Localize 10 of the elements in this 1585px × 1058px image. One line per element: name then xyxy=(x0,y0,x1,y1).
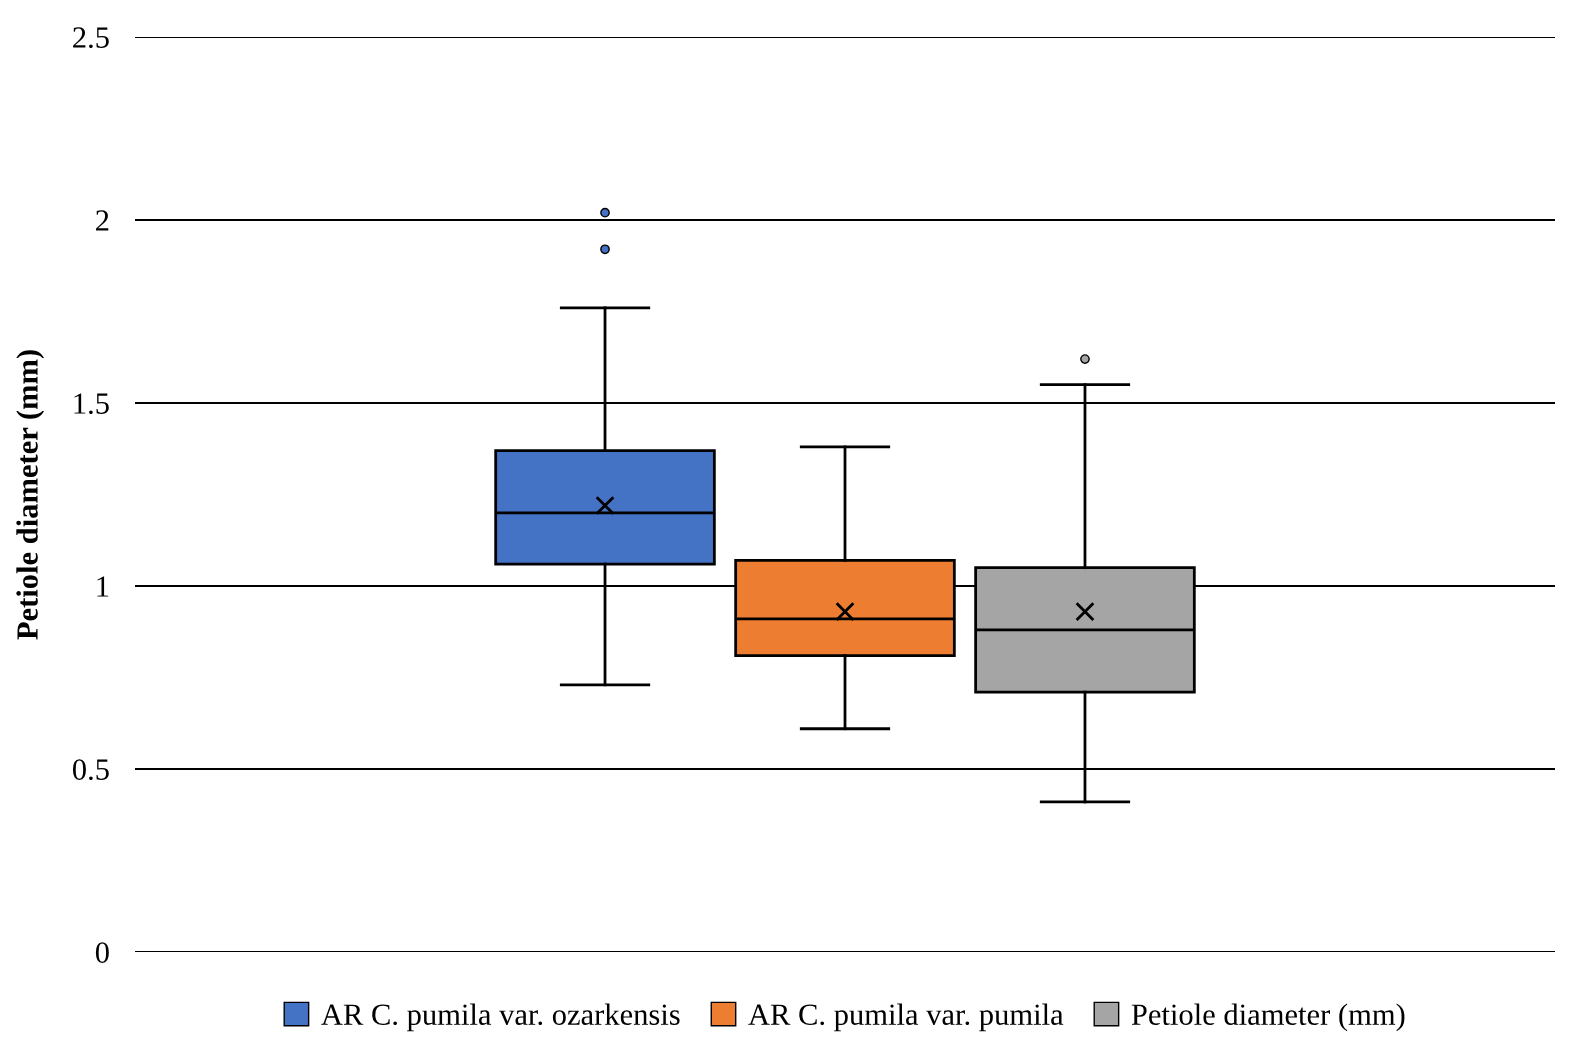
y-tick-label: 0.5 xyxy=(72,759,109,781)
y-axis-title: Petiole diameter (mm) xyxy=(16,350,45,640)
y-tick-label: 1.5 xyxy=(74,393,109,415)
legend-label: AR C. pumila var. pumila xyxy=(748,1003,1064,1032)
y-tick-label: 2 xyxy=(96,210,109,231)
y-tick-label: 0 xyxy=(95,942,109,963)
legend-label: AR C. pumila var. ozarkensis xyxy=(321,1003,680,1032)
legend-label: Petiole diameter (mm) xyxy=(1131,1003,1405,1032)
y-tick-label: 1 xyxy=(97,576,109,597)
y-tick-label: 2.5 xyxy=(73,27,109,49)
